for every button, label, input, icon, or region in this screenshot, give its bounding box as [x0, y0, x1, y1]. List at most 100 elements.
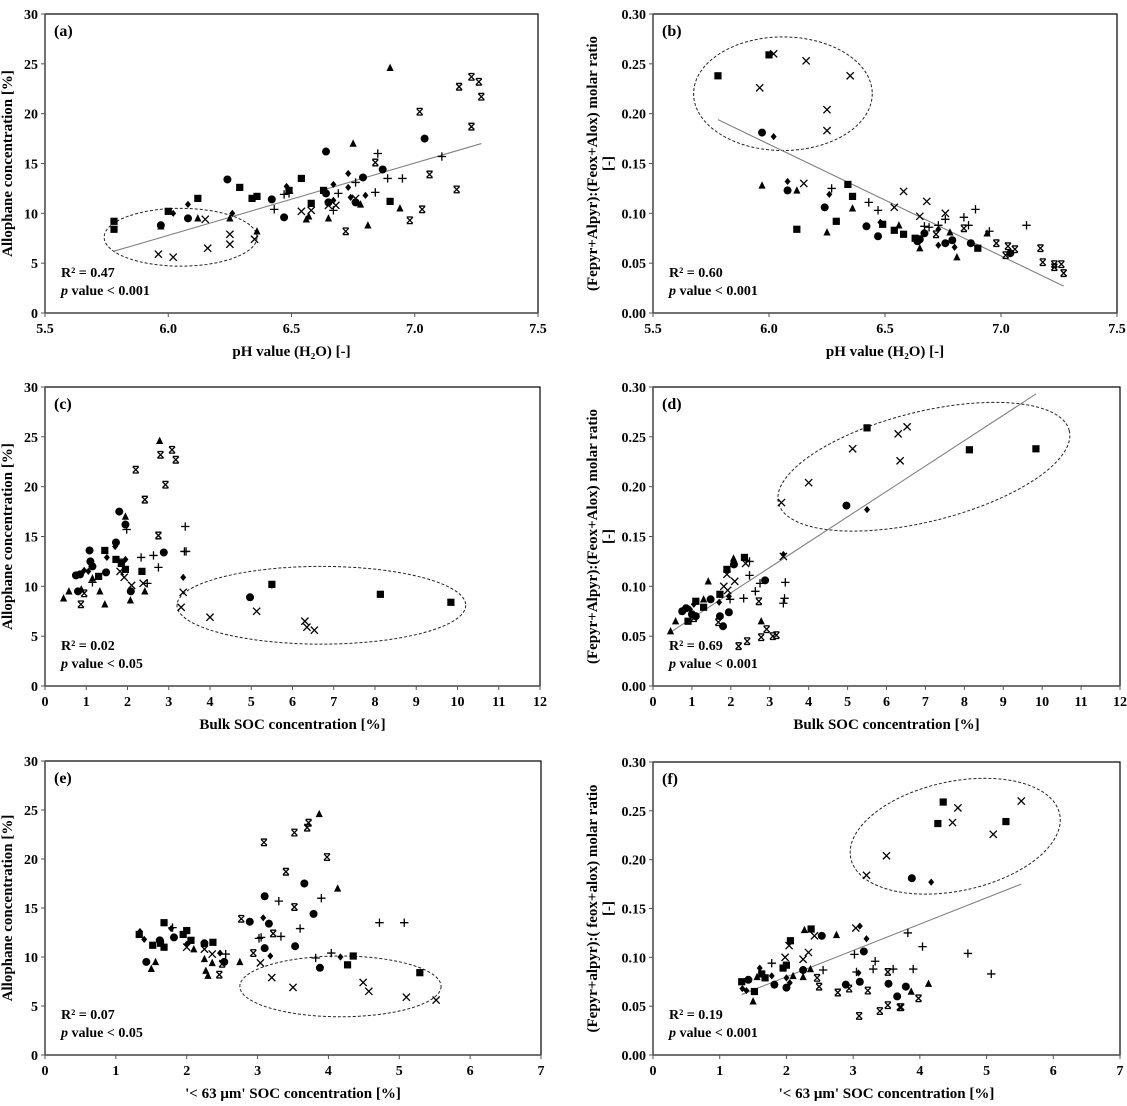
- x-tick-label: 5: [248, 695, 255, 710]
- y-tick-label: 5: [31, 1000, 38, 1015]
- marker-circle: [893, 992, 902, 1001]
- marker-cross: [201, 215, 210, 224]
- panel-b: 5.5 6.0 6.5 7.0 7.5 0.00 0.05 0.10 0.15 0.20 0.25 0…: [585, 8, 1126, 360]
- marker-plus: [934, 221, 943, 230]
- highlight-ellipse: [693, 36, 873, 152]
- marker-cross: [120, 573, 129, 582]
- p-value-label: p value < 0.001: [668, 1026, 758, 1041]
- marker-plus: [918, 942, 927, 951]
- marker-plus: [779, 599, 788, 608]
- marker-triangle: [823, 228, 831, 236]
- marker-asterisk: [426, 170, 433, 179]
- marker-circle: [715, 612, 724, 621]
- x-tick-label: 3: [165, 695, 172, 710]
- series-cross: [154, 194, 360, 262]
- marker-circle: [169, 933, 178, 942]
- marker-triangle: [916, 244, 924, 252]
- marker-square: [1002, 817, 1010, 826]
- r-squared-label: R² = 0.02: [61, 639, 115, 654]
- x-axis-title: '< 63 μm' SOC concentration [%]: [779, 1086, 995, 1102]
- series-square: [110, 174, 394, 233]
- marker-plus: [767, 958, 776, 968]
- x-tick-label: 8: [372, 695, 379, 710]
- y-tick-label: 0.20: [622, 481, 647, 496]
- marker-asterisk: [117, 558, 125, 567]
- marker-triangle: [141, 587, 149, 595]
- panel-d: 0 1 2 3 4 5 6 7 8 9 10 11 120.000.050.100.150.200.25…: [585, 381, 1127, 733]
- x-tick-label: 5.5: [644, 322, 662, 337]
- x-tick-label: 2: [124, 695, 131, 710]
- series-cross: [781, 797, 1026, 964]
- x-tick-label: 3: [850, 1064, 857, 1079]
- marker-square: [740, 553, 749, 562]
- marker-diamond: [826, 190, 833, 198]
- marker-cross: [848, 444, 857, 453]
- marker-square: [723, 565, 731, 573]
- marker-plus: [334, 189, 343, 198]
- marker-plus: [274, 896, 284, 906]
- marker-cross: [779, 552, 788, 561]
- y-axis-title: Allophane concentration [%]: [0, 70, 16, 257]
- x-tick-label: 5: [983, 1064, 990, 1079]
- marker-cross: [890, 203, 899, 212]
- y-tick-label: 0.00: [622, 307, 647, 322]
- marker-triangle: [59, 594, 68, 602]
- marker-diamond: [935, 241, 942, 249]
- marker-circle: [88, 562, 97, 571]
- marker-plus: [751, 587, 760, 596]
- marker-circle: [855, 977, 864, 986]
- panel-e: 0 1 2 3 4 5 6 7 0 5 10 15 20 25 30 '< 63 μm' SOC concen…: [0, 755, 545, 1102]
- marker-triangle: [126, 596, 134, 604]
- marker-diamond: [686, 605, 693, 613]
- p-symbol: p: [60, 284, 72, 299]
- r-squared-label: R² = 0.69: [669, 639, 723, 654]
- x-tick-label: 12: [533, 695, 547, 710]
- marker-square: [164, 207, 172, 215]
- marker-square: [974, 244, 982, 252]
- marker-asterisk: [932, 230, 940, 239]
- marker-plus: [295, 924, 305, 933]
- marker-plus: [924, 223, 934, 232]
- marker-asterisk: [735, 642, 743, 651]
- marker-square: [160, 919, 168, 927]
- series-plus: [725, 557, 790, 608]
- y-tick-label: 10: [24, 580, 38, 595]
- marker-cross: [359, 978, 368, 987]
- marker-diamond: [784, 177, 791, 186]
- marker-cross: [722, 570, 732, 579]
- marker-circle: [884, 979, 893, 988]
- marker-plus: [870, 957, 880, 966]
- y-tick-label: 0.00: [622, 680, 647, 695]
- marker-cross: [256, 958, 265, 967]
- y-tick-label: 0.00: [622, 1049, 647, 1064]
- marker-asterisk: [1057, 260, 1065, 269]
- marker-asterisk: [813, 973, 821, 982]
- y-axis-title-unit: [-]: [601, 901, 617, 916]
- marker-triangle: [758, 181, 766, 189]
- marker-plus: [903, 928, 913, 938]
- marker-circle: [264, 919, 273, 928]
- x-tick-label: 4: [916, 1064, 923, 1079]
- y-tick-label: 30: [24, 755, 38, 770]
- marker-asterisk: [416, 107, 424, 116]
- marker-asterisk: [249, 949, 257, 958]
- marker-triangle: [800, 925, 809, 934]
- marker-asterisk: [80, 589, 88, 598]
- marker-plus: [383, 174, 392, 183]
- marker-triangle: [895, 221, 903, 229]
- x-tick-label: 10: [451, 695, 465, 710]
- marker-cross: [127, 581, 136, 590]
- marker-diamond: [768, 972, 775, 980]
- marker-triangle: [699, 595, 708, 603]
- x-tick-label: 11: [492, 695, 505, 710]
- marker-plus: [780, 594, 789, 603]
- marker-circle: [121, 520, 130, 529]
- marker-cross: [154, 250, 163, 259]
- marker-circle: [267, 195, 276, 204]
- marker-triangle: [305, 212, 313, 220]
- marker-cross: [116, 567, 125, 576]
- marker-diamond: [122, 555, 129, 564]
- y-tick-label: 30: [24, 8, 38, 23]
- marker-square: [149, 941, 157, 949]
